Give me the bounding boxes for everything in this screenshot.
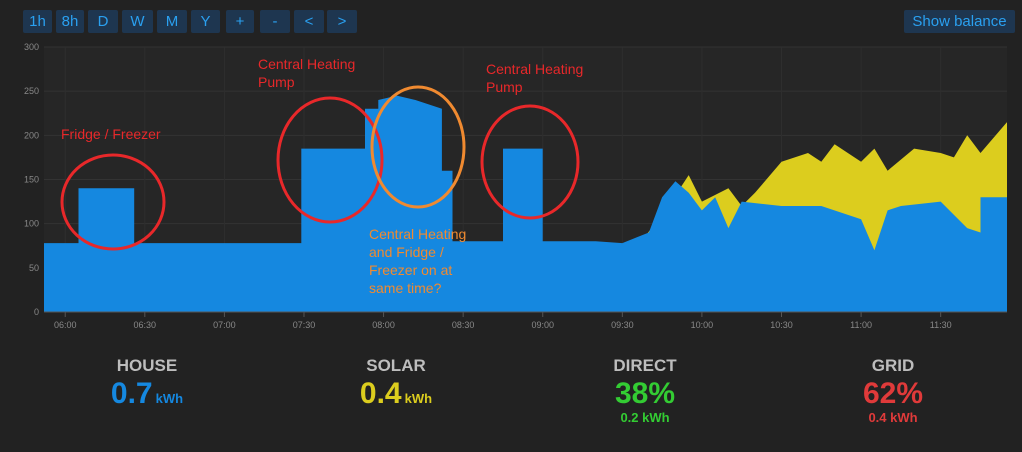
x-tick-label: 09:00 [531, 320, 554, 330]
annotations: Fridge / Freezer Central Heating Pump Ce… [60, 56, 583, 296]
zoom-in-button[interactable]: + [226, 10, 254, 33]
x-axis: 06:00 06:30 07:00 07:30 08:00 08:30 09:00 09:30… [44, 311, 1007, 330]
chart-areas [44, 95, 1007, 312]
house-value: 0.7 [110, 377, 153, 410]
pump2-annotation-line1: Central Heating [486, 61, 583, 77]
direct-sub: 0.2 kWh [620, 410, 670, 425]
solar-label: SOLAR [366, 356, 426, 375]
range-day-button[interactable]: D [88, 10, 118, 33]
range-year-button[interactable]: Y [191, 10, 220, 33]
house-stat: HOUSE 0.7 kWh [47, 356, 247, 411]
y-tick-label: 0 [34, 307, 39, 317]
x-tick-label: 08:00 [372, 320, 395, 330]
fridge-annotation: Fridge / Freezer [61, 126, 161, 142]
range-8h-button[interactable]: 8h [56, 10, 84, 33]
house-area [44, 95, 1007, 312]
pump2-annotation-line2: Pump [486, 79, 523, 95]
x-tick-label: 10:30 [770, 320, 793, 330]
range-week-button[interactable]: W [122, 10, 153, 33]
combined-annotation-line1: Central Heating [369, 226, 466, 242]
x-tick-label: 10:00 [691, 320, 714, 330]
x-tick-label: 07:00 [213, 320, 236, 330]
y-tick-label: 50 [29, 263, 39, 273]
combined-annotation-line3: Freezer on at [369, 262, 452, 278]
pan-left-button[interactable]: < [294, 10, 324, 33]
x-tick-label: 11:30 [930, 320, 952, 330]
solar-value: 0.4 [359, 377, 402, 410]
grid-label: GRID [871, 356, 915, 375]
x-tick-label: 08:30 [452, 320, 475, 330]
pump1-annotation-line1: Central Heating [258, 56, 355, 72]
house-unit: kWh [155, 391, 184, 406]
combined-annotation-line4: same time? [369, 280, 442, 296]
direct-value: 38% [614, 377, 676, 410]
x-tick-label: 11:00 [850, 320, 872, 330]
zoom-out-button[interactable]: - [260, 10, 290, 33]
y-tick-label: 100 [24, 219, 39, 229]
pump1-ellipse [276, 96, 384, 224]
pump2-ellipse [480, 104, 580, 220]
y-tick-label: 150 [24, 175, 39, 185]
direct-label: DIRECT [613, 356, 677, 375]
grid-sub: 0.4 kWh [868, 410, 918, 425]
solar-stat: SOLAR 0.4 kWh [296, 356, 496, 411]
y-axis: 0 50 100 150 200 250 300 [24, 42, 39, 317]
x-tick-label: 09:30 [611, 320, 634, 330]
pump1-annotation-line2: Pump [258, 74, 295, 90]
grid-value: 62% [862, 377, 924, 410]
fridge-ellipse [60, 153, 166, 251]
x-tick-label: 07:30 [293, 320, 316, 330]
show-balance-button[interactable]: Show balance [904, 10, 1015, 33]
grid-stat: GRID 62% 0.4 kWh [793, 356, 993, 425]
combined-load-ellipse [370, 85, 466, 209]
x-tick-label: 06:00 [54, 320, 77, 330]
range-1h-button[interactable]: 1h [23, 10, 52, 33]
direct-stat: DIRECT 38% 0.2 kWh [545, 356, 745, 425]
y-tick-label: 200 [24, 130, 39, 140]
range-month-button[interactable]: M [157, 10, 187, 33]
house-label: HOUSE [116, 356, 178, 375]
y-tick-label: 300 [24, 42, 39, 52]
combined-annotation-line2: and Fridge / [369, 244, 444, 260]
y-tick-label: 250 [24, 86, 39, 96]
solar-unit: kWh [404, 391, 433, 406]
x-tick-label: 06:30 [134, 320, 157, 330]
pan-right-button[interactable]: > [327, 10, 357, 33]
